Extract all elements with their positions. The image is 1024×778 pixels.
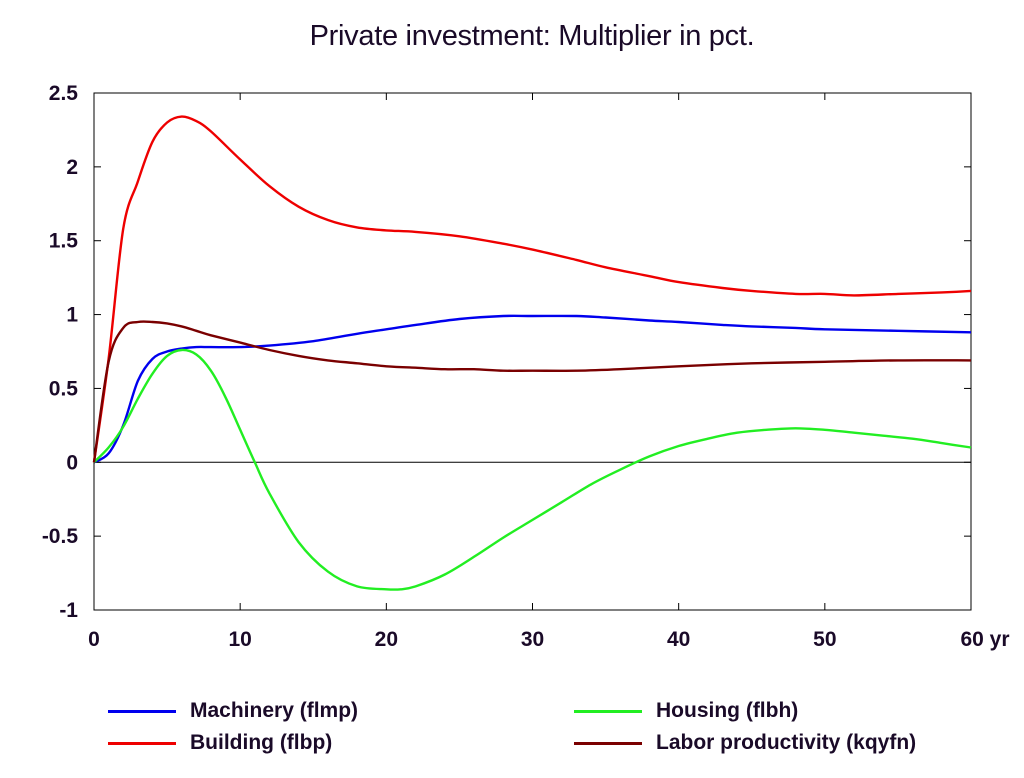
y-tick-label: 2.5 — [49, 82, 79, 105]
series-layer — [92, 115, 972, 591]
x-tick-label: 30 — [521, 628, 544, 651]
series-line-machinery — [93, 314, 972, 464]
axes: 2.5 2 1.5 1 0.5 0 -0.5 -1 0 10 20 30 40 50 60 yr — [42, 82, 1010, 651]
chart-title: Private investment: Multiplier in pct. — [309, 20, 755, 52]
y-tick-label: 0.5 — [49, 377, 79, 400]
y-tick-label: 2 — [66, 156, 78, 179]
series-line-building — [92, 115, 972, 463]
y-tick-label: -1 — [59, 599, 78, 622]
series-line-housing — [93, 348, 972, 591]
x-tick-label: 20 — [375, 628, 398, 651]
y-tick-label: -0.5 — [42, 525, 79, 548]
y-tick-label: 1 — [66, 304, 78, 327]
x-tick-label: 40 — [667, 628, 690, 651]
x-tick-label: 60 yr — [960, 628, 1009, 651]
plot-border — [93, 92, 972, 611]
plot-frame — [93, 92, 972, 611]
series-line-labor-productivity — [92, 320, 972, 463]
x-tick-label: 50 — [813, 628, 836, 651]
x-tick-label: 10 — [228, 628, 251, 651]
y-tick-label: 0 — [66, 451, 78, 474]
x-tick-label: 0 — [88, 628, 100, 651]
y-tick-label: 1.5 — [49, 230, 79, 253]
